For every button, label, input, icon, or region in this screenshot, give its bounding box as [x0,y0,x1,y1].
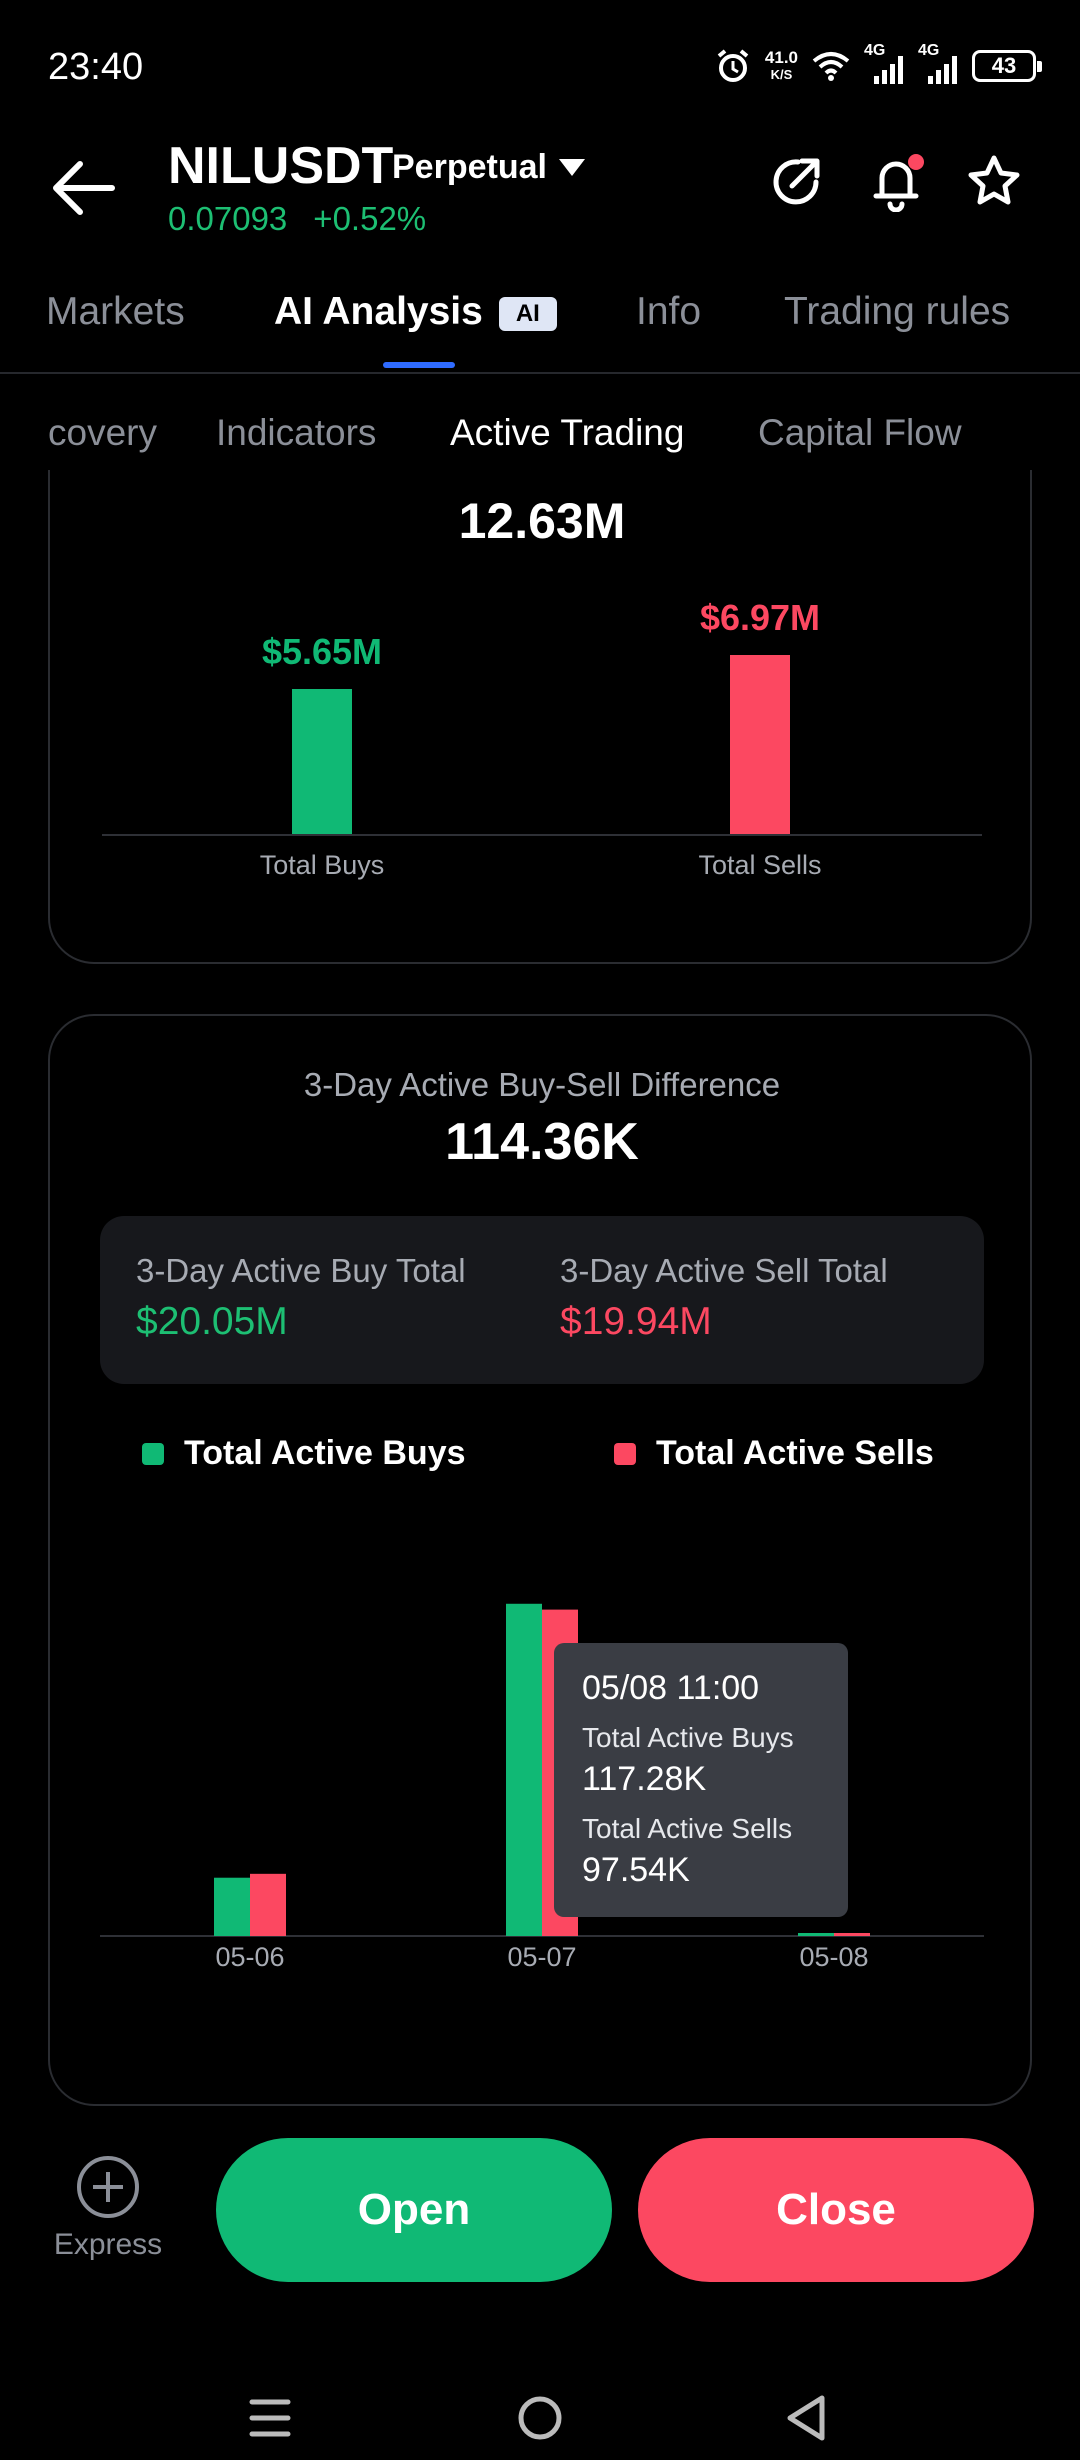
chart-tooltip: 05/08 11:00 Total Active Buys 117.28K To… [554,1643,848,1917]
contract-type-dropdown[interactable]: Perpetual [392,148,585,187]
signal-bars-icon [928,56,957,84]
buy-total-label: 3-Day Active Buy Total [136,1252,466,1289]
ai-badge: AI [498,296,557,331]
active-sells-bar-05-08[interactable] [834,1933,870,1936]
sell-total-block: 3-Day Active Sell Total $19.94M [560,1252,888,1344]
total-buys-bar [292,688,352,834]
active-buys-bar-05-08[interactable] [798,1933,834,1936]
subtab-indicators[interactable]: Indicators [216,412,377,453]
cell-signal-1: 4G [864,42,904,84]
active-buys-bar-05-07[interactable] [506,1603,542,1936]
trade-actions: Express Open Close [0,2130,1080,2290]
subtab-discovery[interactable]: covery [48,412,157,453]
chart-baseline [102,834,982,836]
subtab-active-trading[interactable]: Active Trading [450,412,685,453]
chevron-down-icon [558,159,585,176]
back-arrow-icon[interactable] [50,160,116,216]
open-button[interactable]: Open [216,2138,612,2282]
total-buys-value: $5.65M [261,630,383,672]
clock: 23:40 [48,46,144,88]
back-icon[interactable] [784,2394,828,2442]
cell-signal-2: 4G [918,42,958,84]
last-price: 0.07093 [168,200,288,237]
main-tabs: Markets AI Analysis AI Info Trading rules [0,268,1080,374]
favorite-star-icon[interactable] [964,152,1024,212]
buy-sell-difference-card: 3-Day Active Buy-Sell Difference 114.36K… [48,1014,1032,2106]
tooltip-buys-label: Total Active Buys [582,1722,794,1753]
tab-info[interactable]: Info [636,290,702,333]
home-icon[interactable] [516,2394,564,2442]
signal-bars-icon [874,56,903,84]
menu-icon[interactable] [248,2396,292,2440]
difference-value: 114.36K [445,1113,639,1171]
notification-bell-icon[interactable] [866,152,928,212]
three-day-totals: 3-Day Active Buy Total $20.05M 3-Day Act… [100,1216,984,1384]
sell-total-value: $19.94M [560,1300,712,1343]
legend-sells[interactable]: Total Active Sells [614,1434,934,1473]
wifi-icon [812,52,850,81]
pair-symbol[interactable]: NILUSDT [168,137,394,195]
sub-tabs: covery Indicators Active Trading Capital… [0,400,1080,470]
price-row: 0.07093 +0.52% [168,200,426,238]
tooltip-buys-value: 117.28K [582,1760,707,1798]
total-sells-value: $6.97M [699,596,821,638]
total-sells-label: Total Sells [698,850,822,880]
total-sells-bar [730,654,790,834]
express-button[interactable]: Express [48,2156,168,2262]
active-buys-bar-05-06[interactable] [214,1877,250,1936]
active-sells-bar-05-06[interactable] [250,1873,286,1936]
subtab-capital-flow[interactable]: Capital Flow [758,412,962,453]
price-change: +0.52% [313,200,427,237]
total-buys-label: Total Buys [259,850,385,880]
x-tick-label: 05-06 [215,1942,284,1972]
legend-swatch-buys [142,1442,164,1465]
network-speed: 41.0 K/S [764,48,798,82]
status-icons: 41.0 K/S 4G 4G 43 [715,42,1042,88]
x-tick-label: 05-07 [507,1942,576,1972]
volume-card: 12.63M $5.65M $6.97M Total Buys Total Se… [48,470,1032,964]
x-tick-label: 05-08 [799,1942,868,1972]
add-circle-icon [77,2156,139,2218]
alarm-icon [717,49,749,82]
close-button[interactable]: Close [638,2138,1034,2282]
system-nav-bar [0,2340,1080,2460]
legend-swatch-sells [614,1442,636,1465]
buy-total-value: $20.05M [136,1300,288,1343]
total-volume-value: 12.63M [458,493,626,549]
battery-indicator: 43 [972,50,1042,82]
difference-title: 3-Day Active Buy-Sell Difference [303,1066,781,1103]
tab-ai-analysis[interactable]: AI Analysis AI [274,290,557,334]
buy-total-block: 3-Day Active Buy Total $20.05M [136,1252,466,1344]
status-bar: 23:40 41.0 K/S 4G 4G 43 [0,0,1080,130]
sell-total-label: 3-Day Active Sell Total [560,1252,888,1289]
share-icon[interactable] [770,152,826,208]
daily-active-volume-chart[interactable]: 05-06 05-07 05-08 [100,1516,984,1996]
tooltip-sells-label: Total Active Sells [582,1813,793,1844]
active-tab-indicator [383,362,455,368]
tooltip-sells-value: 97.54K [582,1851,690,1889]
pair-header: NILUSDT Perpetual 0.07093 +0.52% [0,130,1080,260]
tooltip-time: 05/08 11:00 [582,1669,760,1707]
tab-markets[interactable]: Markets [46,290,185,333]
tab-trading-rules[interactable]: Trading rules [784,290,1011,333]
legend-buys[interactable]: Total Active Buys [142,1434,466,1473]
